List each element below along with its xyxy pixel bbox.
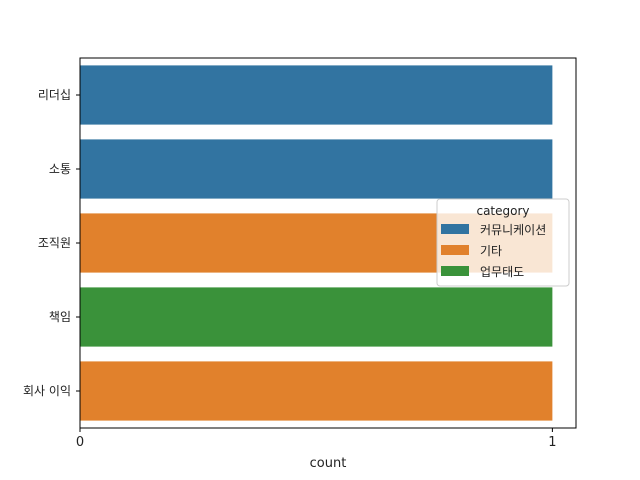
x-axis-label: count xyxy=(310,456,347,471)
legend-swatch xyxy=(441,224,469,234)
bar xyxy=(80,287,553,347)
x-tick-label: 0 xyxy=(76,435,84,450)
bar xyxy=(80,139,553,199)
y-tick-label: 책임 xyxy=(49,309,71,324)
y-tick-label: 조직원 xyxy=(38,236,71,250)
legend-swatch xyxy=(441,266,469,276)
x-tick-label: 1 xyxy=(548,435,556,450)
legend-label: 기타 xyxy=(480,244,502,258)
legend-label: 커뮤니케이션 xyxy=(480,223,546,237)
legend-title: category xyxy=(476,204,529,218)
bar xyxy=(80,65,553,125)
legend-label: 업무태도 xyxy=(480,265,524,279)
y-tick-label: 소통 xyxy=(49,162,71,176)
bar xyxy=(80,361,553,421)
legend-swatch xyxy=(441,245,469,255)
y-tick-label: 회사 이익 xyxy=(23,384,71,398)
bars-group xyxy=(80,65,553,421)
legend-box xyxy=(436,198,570,287)
y-tick-label: 리더십 xyxy=(38,88,71,102)
